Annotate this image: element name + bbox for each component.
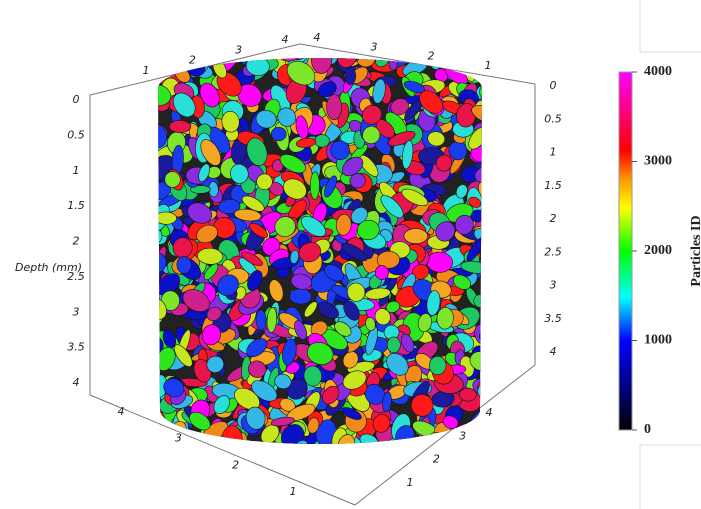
particle	[137, 372, 163, 397]
tick-label: 2	[232, 458, 239, 471]
tick-label: 2.5	[544, 245, 562, 258]
particle	[195, 39, 224, 66]
tick-label: 3	[371, 40, 378, 53]
particle	[399, 40, 429, 61]
particle	[139, 360, 161, 376]
particle	[290, 289, 312, 304]
particle	[437, 40, 456, 61]
particle	[481, 347, 499, 374]
particle	[223, 437, 242, 456]
tick-label: 4	[282, 33, 289, 46]
particle	[482, 123, 496, 138]
tick-label: 2.5	[67, 270, 85, 283]
tick-label: 1.5	[544, 179, 562, 192]
particle	[481, 259, 496, 274]
tick-label: 1	[407, 476, 414, 489]
colorbar-tick-label: 2000	[644, 243, 672, 258]
particle	[479, 295, 499, 306]
panel-box	[640, 0, 701, 52]
particle	[145, 426, 168, 444]
particle	[456, 42, 476, 61]
particle	[375, 265, 389, 280]
tick-label: 0.5	[544, 112, 562, 125]
particle	[478, 328, 494, 344]
particle-cylinder	[137, 34, 503, 467]
particle	[205, 45, 232, 65]
particle	[310, 172, 320, 200]
particle	[138, 235, 162, 259]
particle	[188, 435, 211, 463]
particle	[143, 220, 161, 238]
particle	[149, 435, 177, 463]
particle	[345, 67, 356, 84]
particle	[140, 408, 160, 428]
tick-label: 4	[550, 345, 557, 358]
particle	[166, 46, 192, 70]
tick-label: 3	[550, 279, 557, 292]
scene: Depth (mm) Particles ID 0100020003000400…	[0, 0, 701, 509]
particle	[164, 430, 176, 445]
particle	[442, 45, 460, 66]
particle	[161, 49, 185, 65]
particle	[470, 56, 486, 74]
tick-label: 4	[73, 376, 80, 389]
particle	[387, 337, 400, 353]
particle	[143, 427, 177, 458]
tick-label: 1	[143, 64, 150, 77]
colorbar-tick-label: 3000	[644, 154, 672, 169]
tick-label: 4	[314, 31, 321, 44]
particle	[216, 47, 235, 65]
colorbar: Particles ID 0 1000 2000 3000 4000	[619, 64, 701, 437]
tick-label: 2	[550, 212, 557, 225]
particle	[482, 424, 495, 435]
particle	[465, 434, 493, 455]
colorbar-tick-label: 1000	[644, 333, 672, 348]
tick-label: 2	[189, 54, 196, 67]
tick-label: 3	[459, 429, 466, 442]
colorbar-tick-label: 0	[644, 422, 651, 437]
colorbar-gradient	[619, 72, 632, 430]
particle	[144, 203, 161, 219]
tick-label: 2	[428, 50, 435, 63]
tick-label: 0	[550, 79, 557, 92]
tick-label: 1	[485, 59, 492, 72]
tick-label: 4	[486, 406, 493, 419]
particle	[393, 436, 420, 462]
particle	[137, 52, 167, 81]
particle	[147, 142, 159, 157]
panel-box	[640, 445, 701, 509]
tick-label: 3.5	[67, 341, 85, 354]
tick-label: 1	[290, 485, 297, 498]
tick-label: 3.5	[544, 312, 562, 325]
particle	[271, 127, 286, 141]
tick-label: 3	[175, 432, 182, 445]
particle	[480, 254, 496, 275]
particle	[162, 49, 184, 71]
tick-label: 1.5	[67, 199, 85, 212]
particle	[169, 120, 191, 133]
particle	[208, 47, 224, 59]
particle	[169, 44, 189, 60]
colorbar-title: Particles ID	[689, 215, 701, 286]
tick-label: 3	[235, 43, 242, 56]
particle	[327, 95, 342, 120]
particle	[404, 229, 428, 244]
particle	[151, 430, 165, 442]
tick-label: 4	[118, 405, 125, 418]
particle	[139, 421, 162, 446]
particle	[142, 378, 158, 401]
particle	[442, 43, 471, 59]
particle	[145, 45, 173, 58]
tick-label: 1	[550, 146, 557, 159]
tick-label: 2	[433, 453, 440, 466]
tick-label: 0	[73, 93, 80, 106]
tick-label: 3	[73, 305, 80, 318]
tick-label: 1	[73, 164, 80, 177]
colorbar-tick-label: 4000	[644, 64, 672, 79]
particle	[482, 330, 494, 358]
tick-label: 2	[73, 235, 80, 248]
particle	[155, 212, 176, 225]
particle	[327, 41, 346, 61]
tick-label: 0.5	[67, 128, 85, 141]
